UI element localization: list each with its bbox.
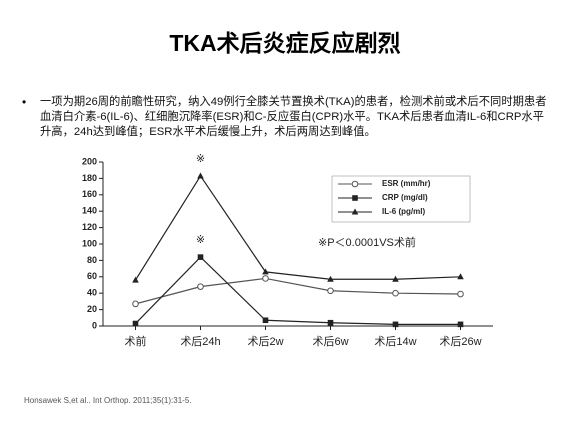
y-tick-label: 160 <box>82 189 97 199</box>
y-tick-label: 0 <box>92 320 97 330</box>
data-point <box>132 300 139 308</box>
legend-marker <box>351 208 359 215</box>
data-point <box>457 290 464 298</box>
x-tick-label: 术后14w <box>374 335 416 348</box>
y-tick-label: 200 <box>82 156 97 166</box>
y-tick-label: 60 <box>87 271 97 281</box>
data-point <box>262 275 269 282</box>
data-point <box>262 268 269 275</box>
y-tick-label: 40 <box>87 288 97 298</box>
y-tick-label: 180 <box>82 173 97 183</box>
x-tick-label: 术后2w <box>247 335 283 348</box>
annotation: ※P＜0.0001VS术前 <box>318 235 416 249</box>
y-tick-label: 120 <box>82 222 97 232</box>
data-point <box>197 172 204 179</box>
data-point <box>392 321 399 328</box>
data-point <box>197 254 204 260</box>
bullet-text: 一项为期26周的前瞻性研究，纳入49例行全膝关节置换术(TKA)的患者，检测术前… <box>40 96 547 138</box>
x-tick-label: 术前 <box>125 334 147 348</box>
data-point <box>327 287 334 295</box>
y-tick-label: 100 <box>82 238 97 248</box>
y-tick-label: 80 <box>87 255 97 265</box>
data-point <box>197 283 204 290</box>
series-line <box>135 277 461 305</box>
legend-marker <box>352 195 358 201</box>
legend-marker <box>351 180 359 188</box>
data-point <box>262 317 269 324</box>
data-point <box>132 276 139 283</box>
data-point <box>392 275 399 282</box>
legend-label: IL-6 (pg/ml) <box>382 207 425 216</box>
y-tick-label: 20 <box>87 304 97 314</box>
x-tick-label: 术后6w <box>312 335 348 348</box>
data-point <box>457 273 464 280</box>
citation: Honsawek S,et al.. Int Orthop. 2011;35(1… <box>24 396 192 405</box>
annotation: ※ <box>196 234 205 246</box>
annotation: ※ <box>196 153 205 165</box>
x-tick-label: 术后26w <box>439 335 481 348</box>
data-point <box>327 275 334 282</box>
data-point <box>457 321 464 328</box>
data-point <box>327 319 334 326</box>
x-tick-label: 术后24h <box>180 335 220 348</box>
series-line <box>134 174 461 281</box>
data-point <box>392 289 399 297</box>
data-point <box>132 320 139 327</box>
series-line <box>135 256 461 325</box>
legend-label: ESR (mm/hr) <box>382 179 431 188</box>
legend-label: CRP (mg/dl) <box>382 193 428 202</box>
slide-title: TKA术后炎症反应剧烈 <box>169 30 401 56</box>
bullet-dot: • <box>22 95 27 109</box>
y-tick-label: 140 <box>82 206 97 216</box>
